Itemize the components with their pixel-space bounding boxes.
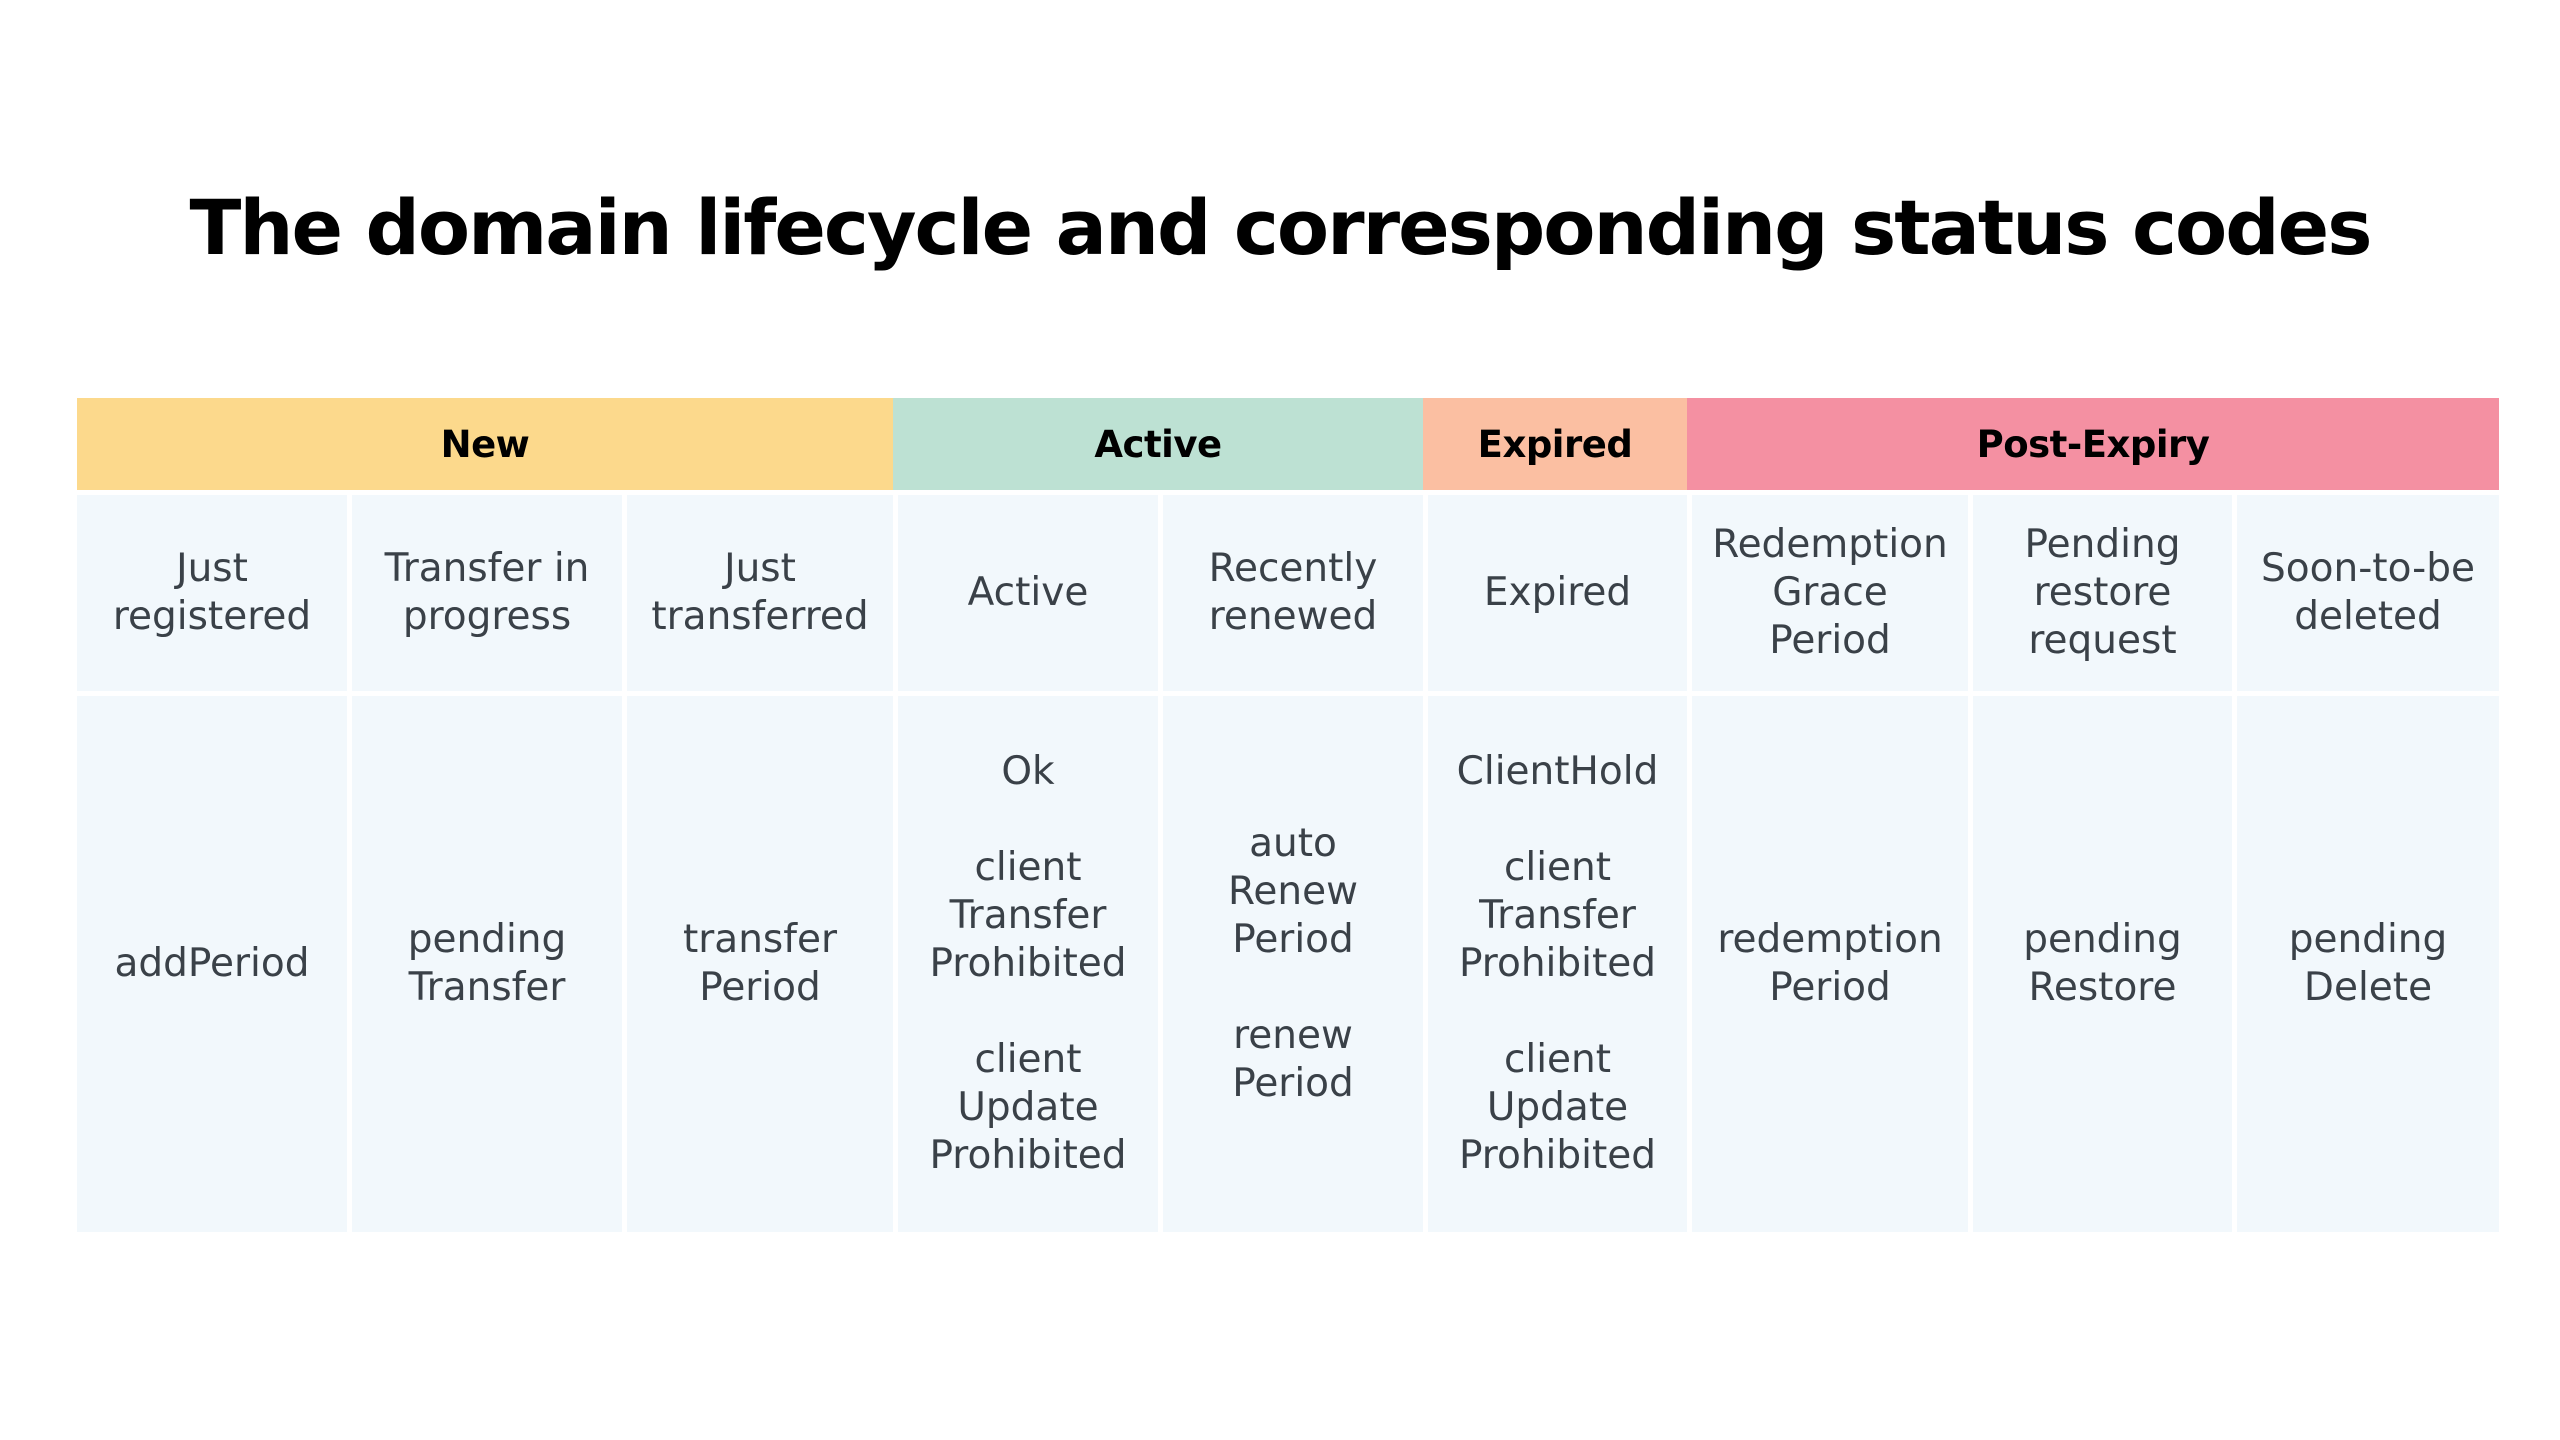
diagram-title: The domain lifecycle and corresponding s… [189,183,2373,272]
phase-header-expired: Expired [1423,398,1687,490]
phase-label: Active [1094,422,1222,466]
status-cell-active-codes: Ok client Transfer Prohibited client Upd… [898,696,1158,1232]
status-cell-add-period: addPeriod [77,696,347,1232]
status-cell-pending-restore: pending Restore [1973,696,2232,1232]
state-cell-just-registered: Just registered [77,495,347,691]
phase-header-active: Active [893,398,1423,490]
status-cell-expired-codes: ClientHold client Transfer Prohibited cl… [1428,696,1687,1232]
state-cell-recently-renewed: Recently renewed [1163,495,1423,691]
phase-header-new: New [77,398,893,490]
state-cell-redemption-grace-period: Redemption Grace Period [1692,495,1968,691]
phase-label: Post-Expiry [1976,422,2210,466]
status-cell-pending-transfer: pending Transfer [352,696,622,1232]
status-code-row: addPeriod pending Transfer transfer Peri… [77,696,2499,1232]
state-cell-transfer-in-progress: Transfer in progress [352,495,622,691]
phase-label: Expired [1477,422,1633,466]
state-row: Just registered Transfer in progress Jus… [77,495,2499,691]
phase-label: New [440,422,530,466]
phase-header-post-expiry: Post-Expiry [1687,398,2499,490]
state-cell-just-transferred: Just transferred [627,495,893,691]
status-cell-renew-codes: auto Renew Period renew Period [1163,696,1423,1232]
phase-header-row: New Active Expired Post-Expiry [77,398,2499,490]
state-cell-expired: Expired [1428,495,1687,691]
status-cell-pending-delete: pending Delete [2237,696,2499,1232]
status-cell-redemption-period: redemption Period [1692,696,1968,1232]
state-cell-active: Active [898,495,1158,691]
state-cell-soon-to-be-deleted: Soon-to-be deleted [2237,495,2499,691]
lifecycle-table: New Active Expired Post-Expiry Just regi… [77,398,2499,1232]
status-cell-transfer-period: transfer Period [627,696,893,1232]
state-cell-pending-restore-request: Pending restore request [1973,495,2232,691]
